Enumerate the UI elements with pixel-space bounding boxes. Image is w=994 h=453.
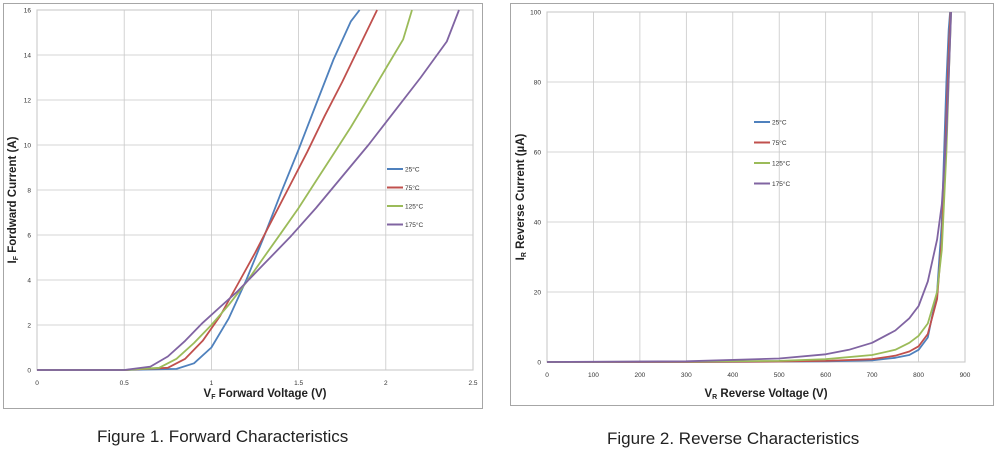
x-axis-label: VR Reverse Voltage (V): [704, 388, 827, 401]
y-axis-label: IF Fordward Current (A): [7, 136, 20, 263]
y-tick-label: 16: [24, 8, 32, 15]
figure1-caption: Figure 1. Forward Characteristics: [97, 427, 349, 446]
series-line-125c: [37, 9, 413, 371]
x-tick-label: 1: [210, 380, 214, 387]
x-tick-label: 600: [820, 372, 831, 379]
series-line-75c: [547, 11, 952, 363]
y-axis-label: IR Reverse Current (µA): [515, 133, 528, 260]
legend-label: 125°C: [772, 159, 790, 167]
series-line-75c: [37, 9, 378, 371]
legend-label: 125°C: [405, 202, 423, 210]
y-axis-label-prefix: I: [7, 260, 19, 263]
forward-chart: 0 0.5 1 1.5 2 2.5 0 2 4 6 8 10 12 14 16 25°C 75°C 125°C 17…: [7, 8, 478, 402]
reverse-chart: 0 100 200 300 400 500 600 700 800 900 0 20 40 60 80 100…: [515, 10, 971, 402]
y-tick-label: 6: [27, 233, 31, 240]
series-line-125c: [546, 11, 952, 363]
y-tick-label: 80: [534, 80, 542, 87]
x-tick-label: 200: [634, 372, 645, 379]
plot-area: [546, 11, 966, 363]
y-axis-label-subscript: R: [521, 252, 528, 257]
x-tick-label: 400: [727, 372, 738, 379]
y-tick-label: 8: [27, 188, 31, 195]
legend-label: 25°C: [405, 165, 420, 173]
x-tick-label: 100: [588, 372, 599, 379]
y-tick-label: 20: [534, 290, 542, 297]
x-axis-label-subscript: F: [211, 394, 216, 401]
y-tick-label: 40: [534, 220, 542, 227]
y-tick-label: 12: [24, 98, 32, 105]
series-line-175c: [37, 9, 460, 371]
y-tick-label: 2: [27, 323, 31, 330]
x-tick-label: 2.5: [468, 380, 477, 387]
y-axis-label-prefix: I: [515, 257, 527, 260]
x-axis-label-subscript: R: [712, 394, 717, 401]
legend-label: 175°C: [405, 221, 423, 229]
x-axis-label-prefix: V: [704, 388, 712, 400]
x-axis-label-text: Forward Voltage (V): [215, 388, 326, 400]
x-tick-label: 700: [867, 372, 878, 379]
y-axis-label-text: Reverse Current (µA): [515, 133, 527, 252]
x-tick-label: 300: [681, 372, 692, 379]
figure2-caption: Figure 2. Reverse Characteristics: [607, 429, 860, 448]
y-tick-label: 14: [24, 53, 32, 60]
series-line-25c: [547, 11, 951, 363]
y-tick-label: 4: [27, 278, 31, 285]
x-tick-label: 500: [774, 372, 785, 379]
y-tick-label: 60: [534, 150, 542, 157]
series-line-25c: [37, 9, 361, 371]
forward-chart-panel: 0 0.5 1 1.5 2 2.5 0 2 4 6 8 10 12 14 16 25°C 75°C 125°C 17…: [3, 3, 483, 409]
x-tick-label: 800: [913, 372, 924, 379]
x-axis-label: VF Forward Voltage (V): [204, 388, 327, 401]
y-tick-label: 0: [537, 360, 541, 367]
x-axis-label-text: Reverse Voltage (V): [717, 388, 828, 400]
y-axis-label-subscript: F: [13, 255, 20, 260]
x-tick-label: 1.5: [294, 380, 303, 387]
legend-label: 75°C: [405, 184, 420, 192]
legend-label: 25°C: [772, 118, 787, 126]
y-tick-label: 100: [530, 10, 541, 17]
reverse-chart-panel: 0 100 200 300 400 500 600 700 800 900 0 20 40 60 80 100…: [510, 3, 994, 406]
x-tick-label: 0: [35, 380, 39, 387]
x-axis-label-prefix: V: [204, 388, 212, 400]
series-line-175c: [546, 11, 952, 363]
x-tick-label: 0: [545, 372, 549, 379]
legend-label: 75°C: [772, 139, 787, 147]
y-tick-label: 10: [24, 143, 32, 150]
legend-label: 175°C: [772, 180, 790, 188]
y-axis-label-text: Fordward Current (A): [7, 136, 19, 256]
x-tick-label: 0.5: [120, 380, 129, 387]
x-tick-label: 2: [384, 380, 388, 387]
x-tick-label: 900: [960, 372, 971, 379]
y-tick-label: 0: [27, 368, 31, 375]
